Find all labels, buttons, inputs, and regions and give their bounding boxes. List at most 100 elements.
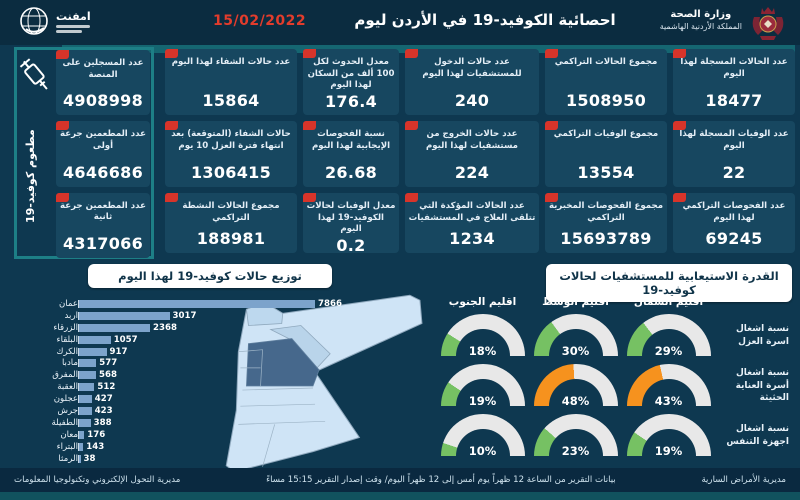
stat-card: عدد حالات الخروج من مستشفيات لهذا اليوم 2… <box>405 121 539 187</box>
stat-value: 13554 <box>577 163 635 182</box>
bar-fill <box>79 323 151 332</box>
stat-card: معدل الحدوث لكل 100 ألف من السكان لهذا ا… <box>303 49 399 115</box>
bar-value: 143 <box>86 441 105 452</box>
red-corner-tab <box>56 50 69 59</box>
bottom-teal-strip <box>0 492 800 500</box>
gauge-cell: 23% <box>529 414 622 458</box>
org-subline <box>56 24 90 28</box>
bar-fill <box>79 347 107 356</box>
red-corner-tab <box>673 49 686 58</box>
gauge-percent: 43% <box>654 394 683 408</box>
red-corner-tab <box>673 121 686 130</box>
ministry-subtitle: المملكة الأردنية الهاشمية <box>659 22 742 31</box>
gauge-cell: 19% <box>622 414 715 458</box>
bar-track: 917 <box>78 346 362 357</box>
stat-value: 1306415 <box>190 163 272 182</box>
bar-value: 917 <box>109 346 128 357</box>
stat-card: عدد الحالات المؤكدة التي تتلقى العلاج في… <box>405 193 539 253</box>
gauge-cell: 29% <box>622 314 715 358</box>
red-corner-tab <box>405 49 418 58</box>
bar-value: 2368 <box>153 322 177 333</box>
bar-track: 423 <box>78 406 362 416</box>
bar-row: جرش 423 <box>6 405 362 417</box>
stat-label: مجموع الحالات التراكمي <box>554 57 658 67</box>
bar-category-label: معان <box>60 429 78 440</box>
stat-value: 4646686 <box>62 162 144 182</box>
bar-row: عمان 7866 <box>6 298 362 310</box>
gauge-percent: 19% <box>654 444 683 458</box>
stat-value: 18477 <box>705 91 763 110</box>
gauge-row-label: نسبة اشغال اسرة العزل <box>735 324 789 347</box>
footer-bar: مديرية التحول الإلكتروني وتكنولوجيا المع… <box>0 468 800 492</box>
stat-label: عدد المسجلين على المنصة <box>62 58 144 80</box>
gauge-percent: 18% <box>468 344 497 358</box>
syringe-icon <box>19 58 48 90</box>
gauge-grid: اقليم الجنوب اقليم الوسط اقليم الشمال 18% 30… <box>436 296 796 458</box>
red-corner-tab <box>405 193 418 202</box>
stat-label: عدد الفحوصات التراكمي لهذا اليوم <box>682 201 786 223</box>
vaccination-card: عدد المطعمين جرعة ثانية 4317066 <box>56 192 150 258</box>
bar-track: 1057 <box>78 335 362 345</box>
stat-card: عدد الفحوصات التراكمي لهذا اليوم 69245 <box>673 193 795 253</box>
map-internal-borders <box>238 349 326 467</box>
stat-card: معدل الوفيات لحالات الكوفيد-19 لهذا اليو… <box>303 193 399 255</box>
bar-category-label: المفرق <box>52 370 78 381</box>
gauge-percent: 23% <box>561 444 590 458</box>
footer-left: مديرية التحول الإلكتروني وتكنولوجيا المع… <box>14 475 181 485</box>
gauge-cell: 18% <box>436 314 529 358</box>
bar-track: 2368 <box>78 322 362 333</box>
bar-category-label: الطفيلة <box>51 417 78 428</box>
bar-track: 577 <box>78 358 362 368</box>
red-corner-tab <box>165 49 178 58</box>
red-corner-tab <box>545 49 558 58</box>
bar-row: البلقاء 1057 <box>6 334 362 346</box>
bar-row: عجلون 427 <box>6 393 362 405</box>
red-corner-tab <box>56 192 69 202</box>
footer-center: بيانات التقرير من الساعة 12 ظهراً يوم أم… <box>266 475 616 485</box>
semicircle-gauge: 48% <box>533 364 618 408</box>
stat-value: 15693789 <box>560 229 652 248</box>
gauge-percent: 19% <box>468 394 497 408</box>
bar-row: المفرق 568 <box>6 369 362 381</box>
stat-card: مجموع الفحوصات المخبرية التراكمي 15693789 <box>545 193 667 253</box>
region-header: اقليم الشمال <box>633 296 704 308</box>
bar-value: 176 <box>87 429 106 440</box>
red-corner-tab <box>56 121 69 131</box>
gauge-cell: 10% <box>436 414 529 458</box>
bar-track: 3017 <box>78 311 362 321</box>
bar-row: اربد 3017 <box>6 310 362 322</box>
stat-card: عدد حالات الدخول للمستشفيات لهذا اليوم 24… <box>405 49 539 115</box>
report-date: 15/02/2022 <box>213 13 307 29</box>
bar-value: 427 <box>94 394 113 405</box>
bar-fill <box>79 406 92 415</box>
gauge-cell: 48% <box>529 364 622 408</box>
red-corner-tab <box>545 121 558 130</box>
bar-track: 7866 <box>78 299 362 309</box>
ministry-label: وزارة الصحة المملكة الأردنية الهاشمية <box>660 9 742 31</box>
bar-fill <box>79 299 315 308</box>
globe-icon <box>20 7 48 35</box>
bar-row: العقبة 512 <box>6 381 362 393</box>
gauge-row: 10% 23% 19% نسبة اشغال اجهزة التنفس <box>436 414 796 458</box>
red-corner-tab <box>303 193 316 202</box>
stat-value: 22 <box>722 163 746 182</box>
bar-fill <box>79 442 84 451</box>
vaccine-vertical-label: مطعوم كوفيد-19 <box>24 129 37 223</box>
stat-value: 69245 <box>705 229 763 248</box>
bar-value: 568 <box>99 370 117 381</box>
bar-value: 388 <box>93 417 112 428</box>
bar-category-label: البتراء <box>56 441 78 452</box>
bar-category-label: اربد <box>64 310 78 321</box>
gauge-row-label: نسبة اشغال أسرة العناية الحثيثة <box>735 368 789 404</box>
bar-fill <box>79 311 170 320</box>
stat-value: 224 <box>454 163 490 182</box>
gauge-cell: 30% <box>529 314 622 358</box>
jordan-map <box>196 293 428 479</box>
stat-value: 26.68 <box>324 163 378 182</box>
region-header: اقليم الوسط <box>542 296 609 308</box>
bar-track: 427 <box>78 394 362 405</box>
bar-category-label: عمان <box>58 298 78 309</box>
stat-card: مجموع الحالات النشطة التراكمي 188981 <box>165 193 297 253</box>
red-corner-tab <box>673 193 686 202</box>
bar-category-label: الكرك <box>56 346 78 357</box>
